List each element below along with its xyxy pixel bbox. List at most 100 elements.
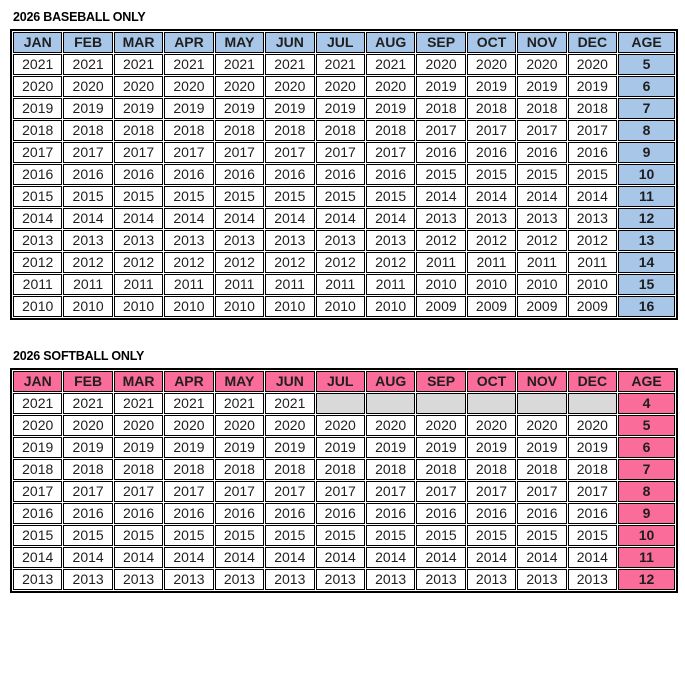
table-row: 2018 2018 2018 2018 2018 2018 2018 2018 2018 2018…	[13, 459, 675, 480]
month-header-feb: FEB	[63, 32, 113, 53]
year-cell: 2020	[113, 415, 164, 436]
year-cell: 2018	[416, 98, 466, 119]
year-cell: 2015	[567, 525, 618, 546]
year-cell: 2018	[315, 459, 365, 480]
year-cell: 2020	[164, 415, 214, 436]
year-cell: 2019	[63, 437, 113, 458]
year-cell: 2019	[416, 437, 466, 458]
year-cell: 2011	[214, 274, 265, 295]
year-cell: 2020	[315, 76, 365, 97]
year-cell: 2017	[365, 142, 416, 163]
year-cell: 2016	[315, 503, 365, 524]
year-cell: 2019	[13, 437, 63, 458]
table-row: 2015 2015 2015 2015 2015 2015 2015 2015 2015 2015…	[13, 525, 675, 546]
year-cell: 2012	[265, 252, 315, 273]
year-cell: 2015	[315, 525, 365, 546]
year-cell: 2016	[567, 503, 618, 524]
year-cell: 2020	[517, 54, 567, 75]
year-cell: 2017	[113, 481, 164, 502]
year-cell: 2017	[567, 120, 618, 141]
year-cell: 2016	[265, 164, 315, 185]
year-cell: 2020	[214, 76, 265, 97]
year-cell: 2020	[315, 415, 365, 436]
month-header-apr: APR	[164, 371, 214, 392]
year-cell: 2020	[517, 415, 567, 436]
year-cell: 2018	[315, 120, 365, 141]
year-cell: 2017	[265, 481, 315, 502]
year-cell: 2021	[13, 54, 63, 75]
year-cell: 2014	[265, 547, 315, 568]
table-row: 2018 2018 2018 2018 2018 2018 2018 2018 2017 2017…	[13, 120, 675, 141]
table-row: 2015 2015 2015 2015 2015 2015 2015 2015 2014 2014…	[13, 186, 675, 207]
year-cell: 2020	[13, 415, 63, 436]
month-header-jan: JAN	[13, 32, 63, 53]
year-cell: 2019	[315, 437, 365, 458]
year-cell: 2015	[113, 186, 164, 207]
year-cell: 2015	[466, 164, 517, 185]
year-cell: 2016	[416, 503, 466, 524]
year-cell: 2013	[164, 569, 214, 590]
year-cell: 2013	[416, 569, 466, 590]
year-cell: 2015	[517, 164, 567, 185]
year-cell: 2019	[164, 437, 214, 458]
year-cell: 2015	[113, 525, 164, 546]
year-cell: 2020	[265, 415, 315, 436]
age-cell: 13	[618, 230, 675, 251]
year-cell: 2010	[466, 274, 517, 295]
table-row: 2019 2019 2019 2019 2019 2019 2019 2019 2019 2019…	[13, 437, 675, 458]
year-cell: 2015	[315, 186, 365, 207]
year-cell: 2021	[164, 54, 214, 75]
year-cell: 2010	[416, 274, 466, 295]
year-cell: 2011	[517, 252, 567, 273]
table-row: 2010 2010 2010 2010 2010 2010 2010 2010 2009 2009…	[13, 296, 675, 317]
year-cell: 2015	[517, 525, 567, 546]
month-header-sep: SEP	[416, 32, 466, 53]
year-cell: 2021	[164, 393, 214, 414]
year-cell: 2012	[517, 230, 567, 251]
year-cell: 2012	[416, 230, 466, 251]
month-header-jun: JUN	[265, 32, 315, 53]
year-cell: 2013	[13, 569, 63, 590]
year-cell: 2013	[365, 230, 416, 251]
year-cell: 2013	[517, 208, 567, 229]
month-header-oct: OCT	[466, 32, 517, 53]
year-cell: 2010	[13, 296, 63, 317]
year-cell: 2021	[365, 54, 416, 75]
year-cell: 2018	[466, 98, 517, 119]
year-cell: 2014	[63, 547, 113, 568]
table-row: 2013 2013 2013 2013 2013 2013 2013 2013 2012 2012…	[13, 230, 675, 251]
month-header-jun: JUN	[265, 371, 315, 392]
year-cell: 2021	[265, 393, 315, 414]
year-cell: 2013	[365, 569, 416, 590]
year-cell: 2017	[214, 481, 265, 502]
year-cell: 2014	[13, 547, 63, 568]
year-cell: 2015	[416, 164, 466, 185]
table-row: 2013 2013 2013 2013 2013 2013 2013 2013 2013 2013…	[13, 569, 675, 590]
year-cell: 2020	[567, 415, 618, 436]
year-cell: 2015	[365, 525, 416, 546]
table-row: 2012 2012 2012 2012 2012 2012 2012 2012 2011 2011…	[13, 252, 675, 273]
baseball-age-table: JAN FEB MAR APR MAY JUN JUL AUG SEP OCT NOV DEC AGE 2…	[10, 29, 678, 320]
year-cell: 2018	[365, 459, 416, 480]
year-cell: 2014	[365, 208, 416, 229]
year-cell: 2014	[113, 547, 164, 568]
age-cell: 10	[618, 164, 675, 185]
age-cell: 16	[618, 296, 675, 317]
year-cell: 2015	[416, 525, 466, 546]
table-row: 2020 2020 2020 2020 2020 2020 2020 2020 2019 2019…	[13, 76, 675, 97]
month-header-jan: JAN	[13, 371, 63, 392]
year-cell: 2016	[517, 503, 567, 524]
year-cell: 2017	[315, 481, 365, 502]
year-cell: 2013	[214, 230, 265, 251]
year-cell: 2021	[113, 54, 164, 75]
year-cell: 2014	[466, 547, 517, 568]
year-cell: 2014	[466, 186, 517, 207]
year-cell: 2019	[113, 98, 164, 119]
year-cell: 2016	[265, 503, 315, 524]
year-cell: 2019	[13, 98, 63, 119]
year-cell: 2017	[63, 481, 113, 502]
year-cell: 2017	[265, 142, 315, 163]
year-cell: 2016	[164, 503, 214, 524]
table-row: 2021 2021 2021 2021 2021 2021 2021 2021 2020 2020…	[13, 54, 675, 75]
year-cell: 2013	[113, 230, 164, 251]
